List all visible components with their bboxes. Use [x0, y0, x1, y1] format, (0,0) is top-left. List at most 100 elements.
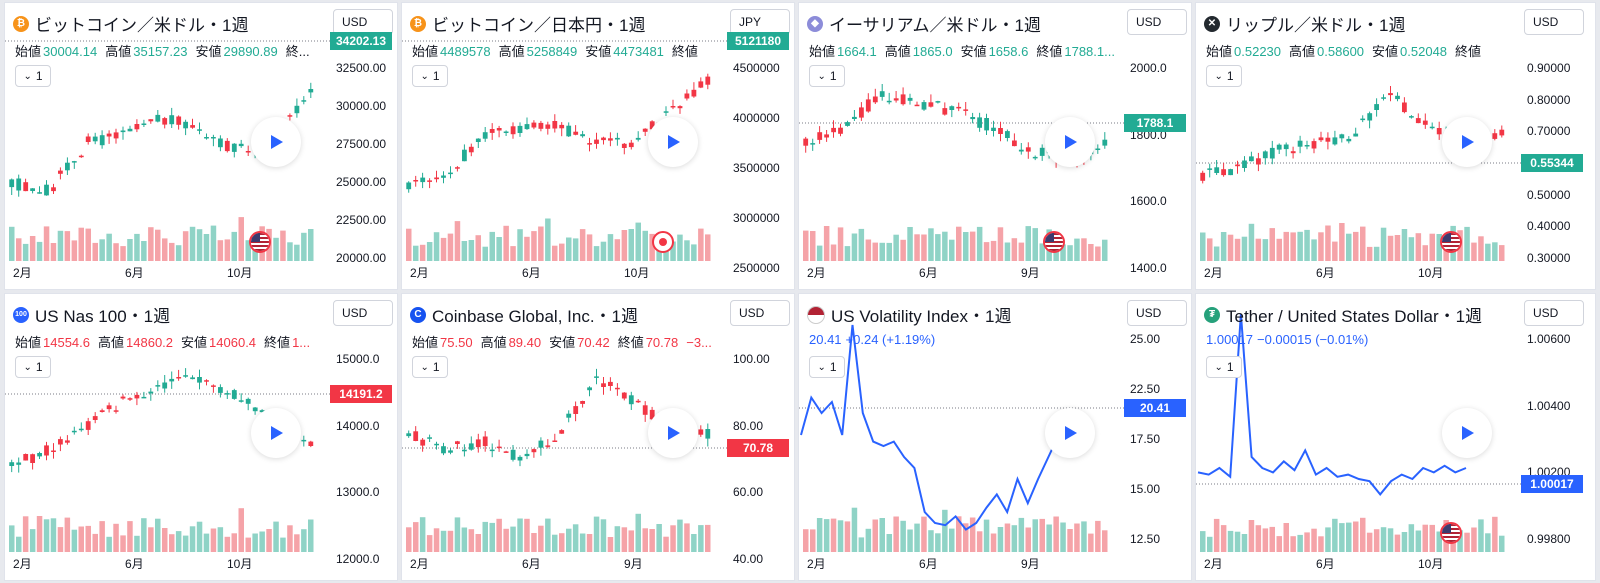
ohlc-chg: −3...	[686, 335, 712, 350]
chart-panel[interactable]: ✕ リップル／米ドル・1週 始値 0.52230 高値 0.58600 安値 0.52048 終…	[1195, 2, 1596, 290]
chart-panel[interactable]: ₿ ビットコイン／米ドル・1週 始値 30004.14 高値 35157.23 安値 2989…	[4, 2, 398, 290]
interval-toggle[interactable]: ⌄ 1	[1206, 356, 1242, 378]
symbol-title[interactable]: 100 US Nas 100・1週	[13, 302, 170, 327]
candle-body	[427, 180, 432, 182]
interval-toggle[interactable]: ⌄ 1	[15, 65, 51, 87]
play-button[interactable]	[1442, 117, 1492, 167]
interval-toggle[interactable]: ⌄ 1	[412, 356, 448, 378]
chart-panel[interactable]: ◆ イーサリアム／米ドル・1週 始値 1664.1 高値 1865.0 安値 1658.6 終値…	[798, 2, 1192, 290]
interval-toggle[interactable]: ⌄ 1	[412, 65, 448, 87]
play-button[interactable]	[1442, 408, 1492, 458]
volume-bar	[837, 520, 844, 552]
volume-bar	[43, 519, 50, 552]
candle-body	[621, 143, 627, 148]
candle-body	[468, 443, 474, 450]
volume-bar	[684, 240, 690, 261]
volume-bar	[1429, 233, 1435, 261]
candle-body	[580, 401, 585, 404]
play-button[interactable]	[648, 408, 698, 458]
candle-body	[489, 449, 495, 452]
chart-panel[interactable]: US Volatility Index・1週 20.41 +0.24 (+1.19%…	[798, 293, 1192, 581]
currency-selector[interactable]: USD	[333, 300, 393, 326]
volume-bar	[1366, 532, 1373, 552]
japan-flag-icon	[652, 231, 674, 253]
last-price-label: 5121180	[727, 32, 789, 50]
symbol-title[interactable]: US Volatility Index・1週	[807, 302, 1011, 327]
price-chart[interactable]	[402, 294, 727, 581]
last-price-label: 14191.2	[330, 385, 392, 403]
candle-body	[245, 151, 251, 153]
interval-toggle[interactable]: ⌄ 1	[809, 356, 845, 378]
us-flag-icon	[1440, 231, 1462, 253]
y-axis-tick: 15000.0	[336, 352, 380, 366]
chart-panel[interactable]: 100 US Nas 100・1週 始値 14554.6 高値 14860.2 安値 1406…	[4, 293, 398, 581]
play-button[interactable]	[251, 408, 301, 458]
volume-bar	[9, 525, 15, 552]
volume-bar	[406, 228, 412, 261]
ohlc-o_label: 始値	[15, 44, 42, 59]
price-chart[interactable]	[5, 294, 330, 581]
candle-body	[1346, 138, 1352, 142]
play-icon	[668, 135, 680, 149]
volume-bar	[559, 533, 565, 552]
candle-body	[1297, 140, 1303, 147]
currency-selector[interactable]: USD	[1524, 300, 1584, 326]
symbol-title[interactable]: ₿ ビットコイン／日本円・1週	[410, 11, 645, 36]
candle-body	[190, 125, 195, 128]
price-chart[interactable]	[799, 294, 1124, 581]
price-chart[interactable]	[402, 3, 727, 290]
currency-selector[interactable]: JPY	[730, 9, 790, 35]
volume-bar	[175, 245, 182, 261]
currency-selector[interactable]: USD	[1127, 300, 1187, 326]
volume-bar	[440, 530, 447, 552]
y-axis-tick: 80.00	[733, 418, 764, 433]
chart-panel[interactable]: ₿ ビットコイン／日本円・1週 始値 4489578 高値 5258849 安値 447348…	[401, 2, 795, 290]
symbol-title[interactable]: ◆ イーサリアム／米ドル・1週	[807, 11, 1041, 36]
volume-bar	[1241, 534, 1248, 552]
chart-panel[interactable]: C Coinbase Global, Inc.・1週 始値 75.50 高値 89.40 安…	[401, 293, 795, 581]
volume-bar	[969, 231, 976, 261]
volume-bar	[22, 516, 29, 552]
volume-bar	[872, 242, 878, 261]
y-axis-tick: 0.40000	[1527, 219, 1571, 234]
ohlc-l_label: 安値	[1372, 44, 1399, 59]
play-icon	[1065, 135, 1077, 149]
currency-selector[interactable]: USD	[1524, 9, 1584, 35]
price-chart[interactable]	[1196, 3, 1521, 290]
volume-bar	[1387, 235, 1394, 261]
volume-bar	[1297, 231, 1303, 261]
interval-toggle[interactable]: ⌄ 1	[15, 356, 51, 378]
candle-body	[1499, 129, 1505, 136]
play-button[interactable]	[251, 117, 301, 167]
x-axis-tick: 6月	[522, 557, 541, 571]
play-button[interactable]	[648, 117, 698, 167]
chart-panel[interactable]: ₮ Tether / United States Dollar・1週 1.00017…	[1195, 293, 1596, 581]
volume-bar	[1380, 527, 1387, 552]
volume-bar	[57, 527, 64, 552]
candle-body	[552, 440, 558, 442]
interval-toggle[interactable]: ⌄ 1	[1206, 65, 1242, 87]
ohlc-h_label: 高値	[98, 335, 125, 350]
candle-body	[92, 416, 98, 420]
play-button[interactable]	[1045, 117, 1095, 167]
candle-body	[197, 377, 202, 383]
symbol-title[interactable]: ₮ Tether / United States Dollar・1週	[1204, 302, 1482, 327]
candle-body	[852, 116, 857, 119]
symbol-title[interactable]: ✕ リップル／米ドル・1週	[1204, 11, 1405, 36]
currency-selector[interactable]: USD	[1127, 9, 1187, 35]
price-chart[interactable]	[1196, 294, 1521, 581]
volume-bar	[851, 233, 858, 261]
volume-bar	[1353, 231, 1359, 261]
currency-selector[interactable]: USD	[730, 300, 790, 326]
play-button[interactable]	[1045, 408, 1095, 458]
candle-body	[587, 143, 592, 145]
ohlc-legend: 1.00017 −0.00015 (−0.01%)	[1206, 332, 1368, 347]
volume-bar	[1339, 223, 1345, 261]
symbol-title[interactable]: C Coinbase Global, Inc.・1週	[410, 302, 638, 327]
symbol-title[interactable]: ₿ ビットコイン／米ドル・1週	[13, 11, 248, 36]
interval-toggle[interactable]: ⌄ 1	[809, 65, 845, 87]
candle-body	[462, 149, 467, 162]
volume-bar	[85, 228, 91, 261]
volume-bar	[865, 239, 872, 261]
volume-bar	[433, 528, 440, 552]
